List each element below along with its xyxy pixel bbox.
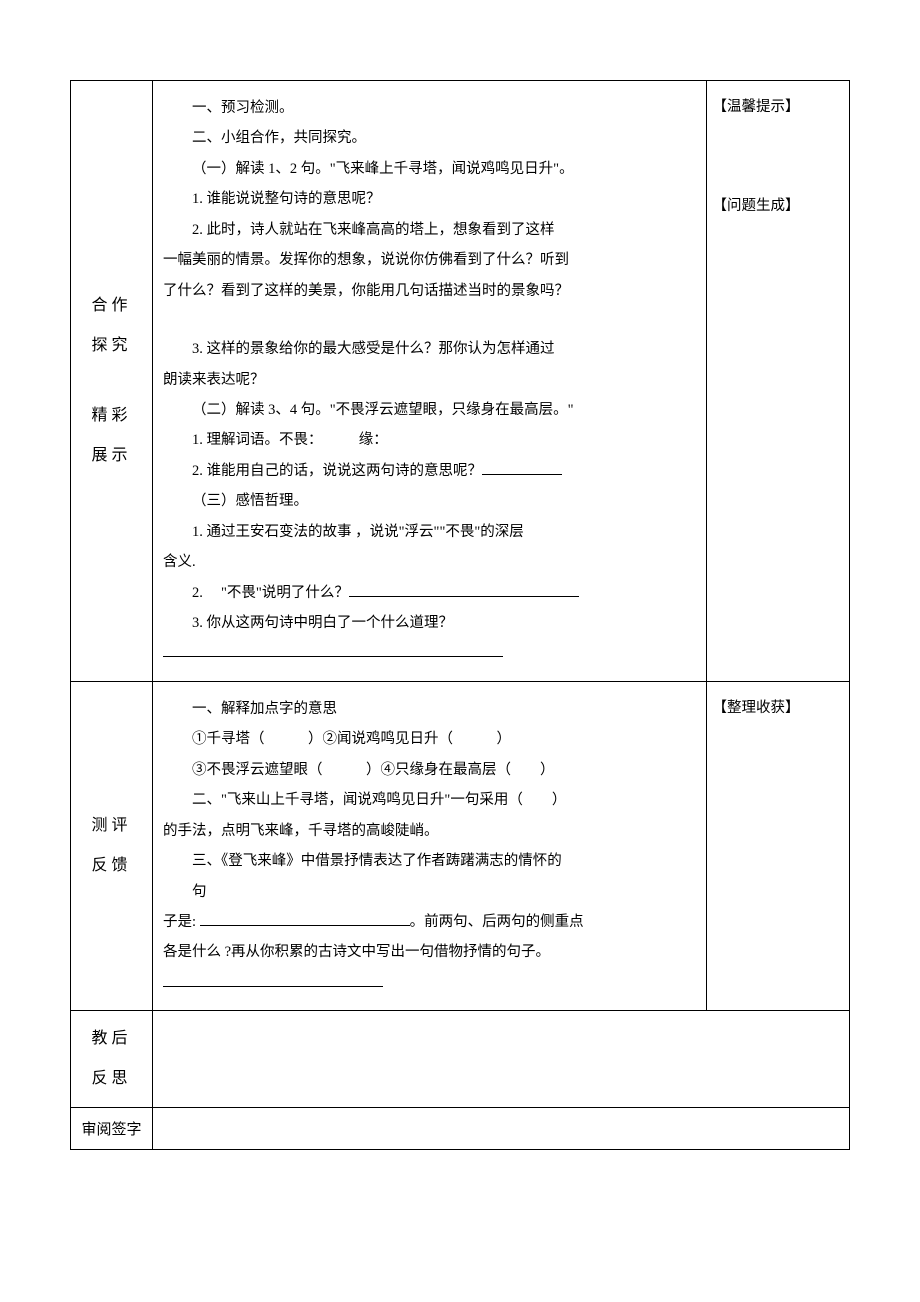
blank-line xyxy=(200,925,410,926)
hints-cooperation: 【温馨提示】 【问题生成】 xyxy=(706,81,850,682)
label-text: 合作 xyxy=(77,286,146,326)
blank-row xyxy=(163,638,696,668)
heading: 二、小组合作，共同探究。 xyxy=(163,123,696,153)
label-text: 展示 xyxy=(77,436,146,476)
item-cont: 的手法，点明飞来峰，千寻塔的高峻陡峭。 xyxy=(163,816,696,846)
subheading: （二）解读 3、4 句。"不畏浮云遮望眼，只缘身在最高层。" xyxy=(163,395,696,425)
hint-text: 【问题生成】 xyxy=(713,192,844,221)
question-cont: 一幅美丽的情景。发挥你的想象，说说你仿佛看到了什么？听到 xyxy=(163,245,696,275)
label-text: 审阅签字 xyxy=(81,1122,141,1138)
item-cont: 子是: 。前两句、后两句的侧重点 xyxy=(163,907,696,937)
question: 2. 谁能用自己的话，说说这两句诗的意思呢？ xyxy=(163,456,696,486)
label-reflection: 教后 反思 xyxy=(71,1011,153,1108)
content-assessment: 一、解释加点字的意思 ①千寻塔（ ）②闻说鸡鸣见日升（ ） ③不畏浮云遮望眼（ … xyxy=(153,681,707,1010)
question: 3. 这样的景象给你的最大感受是什么？那你认为怎样通过 xyxy=(163,334,696,364)
section-assessment: 测评 反馈 一、解释加点字的意思 ①千寻塔（ ）②闻说鸡鸣见日升（ ） ③不畏浮… xyxy=(71,681,850,1010)
label-text: 反思 xyxy=(77,1059,146,1099)
prefix: 子是: xyxy=(163,914,200,930)
label-text: 教后 xyxy=(77,1019,146,1059)
item-cont: 句 xyxy=(163,877,696,907)
heading: 一、解释加点字的意思 xyxy=(163,694,696,724)
question: 2. "不畏"说明了什么？ xyxy=(163,578,696,608)
question-text: 2. "不畏"说明了什么？ xyxy=(192,585,349,601)
hint-text: 【温馨提示】 xyxy=(713,93,844,122)
question: 3. 你从这两句诗中明白了一个什么道理？ xyxy=(163,608,696,638)
label-text: 测评 xyxy=(77,806,146,846)
item: 二、"飞来山上千寻塔，闻说鸡鸣见日升"一句采用（ ） xyxy=(163,785,696,815)
question: 1. 理解词语。不畏： 缘： xyxy=(163,425,696,455)
label-cooperation: 合作 探究 精彩 展示 xyxy=(71,81,153,682)
question: 1. 谁能说说整句诗的意思呢？ xyxy=(163,184,696,214)
question: 2. 此时，诗人就站在飞来峰高高的塔上，想象看到了这样 xyxy=(163,215,696,245)
question-cont: 了什么？看到了这样的美景，你能用几句话描述当时的景象吗？ xyxy=(163,276,696,306)
section-reflection: 教后 反思 xyxy=(71,1011,850,1108)
label-text: 探究 xyxy=(77,326,146,366)
label-text: 精彩 xyxy=(77,396,146,436)
label-approval: 审阅签字 xyxy=(71,1108,153,1150)
label-text: 反馈 xyxy=(77,846,146,886)
hints-assessment: 【整理收获】 xyxy=(706,681,850,1010)
question-text: 2. 谁能用自己的话，说说这两句诗的意思呢？ xyxy=(192,463,482,479)
blank-row xyxy=(163,968,696,998)
blank-line xyxy=(163,986,383,987)
question-cont: 含义. xyxy=(163,547,696,577)
blank-line xyxy=(163,656,503,657)
heading: 一、预习检测。 xyxy=(163,93,696,123)
section-cooperation: 合作 探究 精彩 展示 一、预习检测。 二、小组合作，共同探究。 （一）解读 1… xyxy=(71,81,850,682)
content-reflection xyxy=(153,1011,850,1108)
document-table: 合作 探究 精彩 展示 一、预习检测。 二、小组合作，共同探究。 （一）解读 1… xyxy=(70,80,850,1150)
content-cooperation: 一、预习检测。 二、小组合作，共同探究。 （一）解读 1、2 句。"飞来峰上千寻… xyxy=(153,81,707,682)
item-cont: 各是什么 ?再从你积累的古诗文中写出一句借物抒情的句子。 xyxy=(163,937,696,967)
item: ①千寻塔（ ）②闻说鸡鸣见日升（ ） xyxy=(163,724,696,754)
question: 1. 通过王安石变法的故事 ，说说"浮云""不畏"的深层 xyxy=(163,517,696,547)
item: ③不畏浮云遮望眼（ ）④只缘身在最高层（ ） xyxy=(163,755,696,785)
suffix: 。前两句、后两句的侧重点 xyxy=(410,914,584,930)
hint-text: 【整理收获】 xyxy=(713,694,844,723)
blank-line xyxy=(482,474,562,475)
label-assessment: 测评 反馈 xyxy=(71,681,153,1010)
content-approval xyxy=(153,1108,850,1150)
subheading: （一）解读 1、2 句。"飞来峰上千寻塔，闻说鸡鸣见日升"。 xyxy=(163,154,696,184)
blank-line xyxy=(349,596,579,597)
subheading: （三）感悟哲理。 xyxy=(163,486,696,516)
section-approval: 审阅签字 xyxy=(71,1108,850,1150)
question-cont: 朗读来表达呢？ xyxy=(163,365,696,395)
item: 三、《登飞来峰》中借景抒情表达了作者踌躇满志的情怀的 xyxy=(163,846,696,876)
